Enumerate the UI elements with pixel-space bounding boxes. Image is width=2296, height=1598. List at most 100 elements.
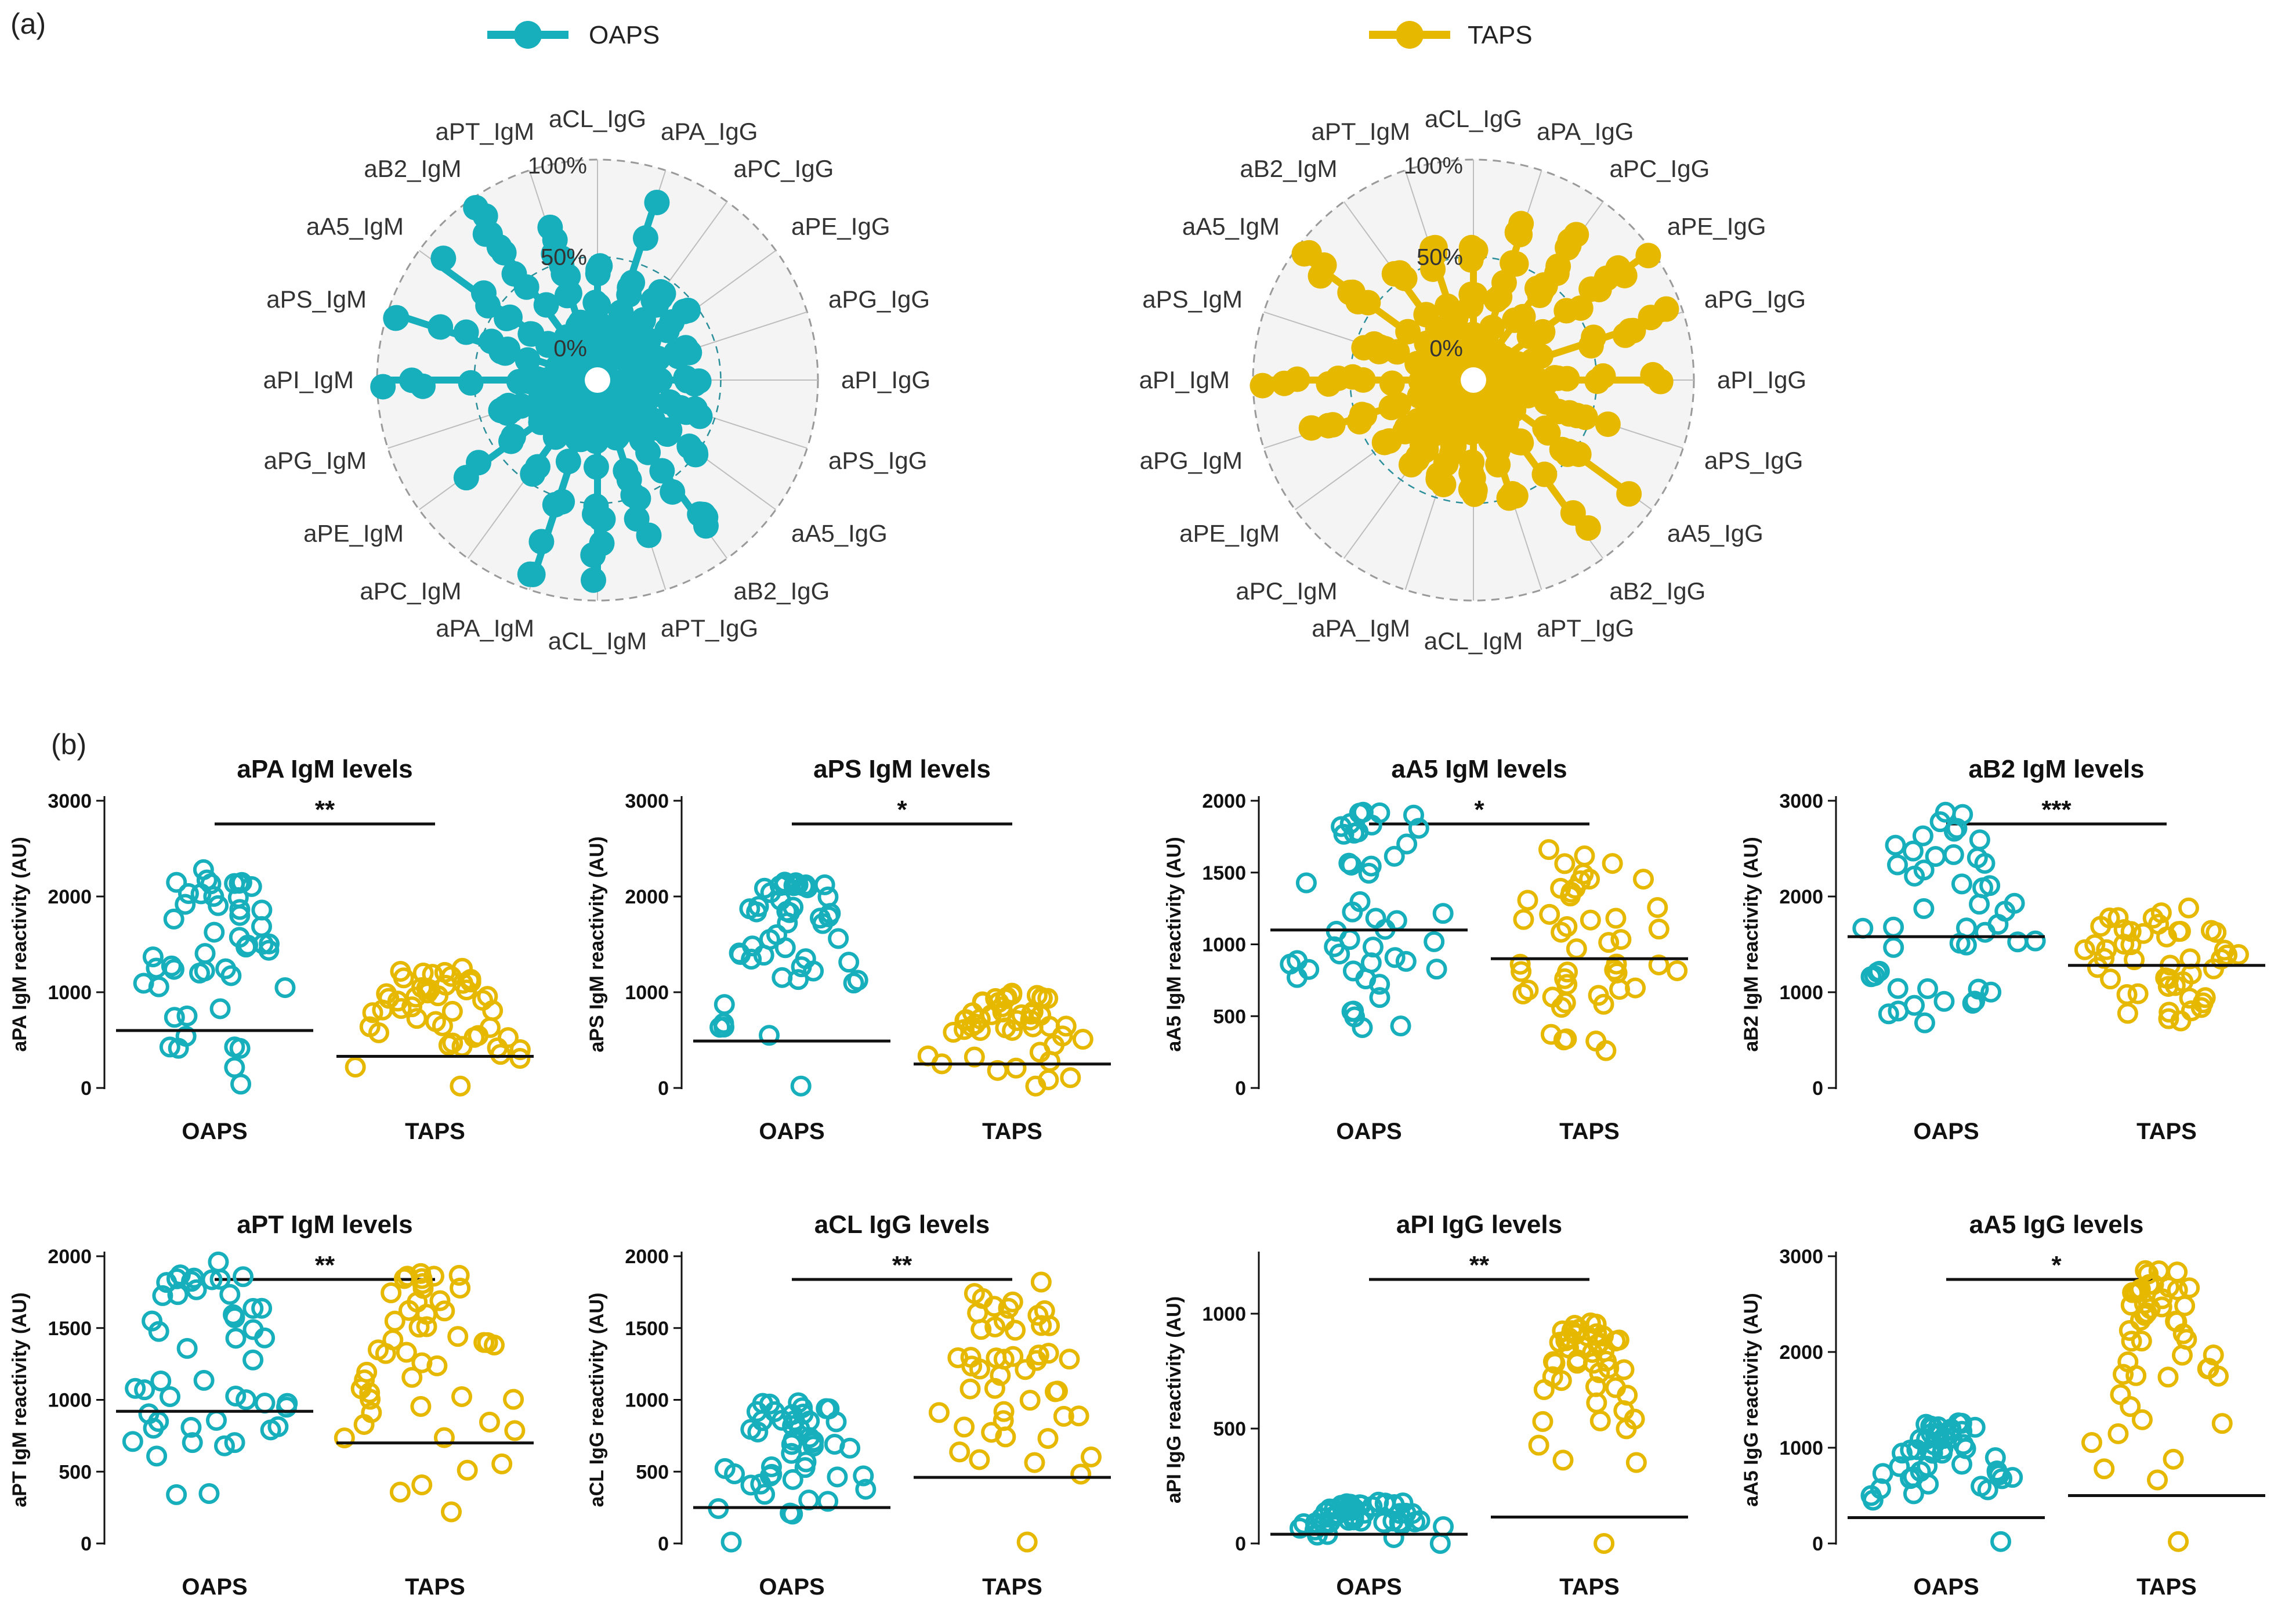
- data-point: [1943, 820, 1965, 842]
- radar-point: [1496, 485, 1522, 511]
- data-point: [2120, 921, 2142, 942]
- radar-axis-label-ab2-igm: aB2_IgM: [364, 155, 461, 182]
- data-point: [1647, 897, 1668, 919]
- data-point: [1424, 931, 1445, 952]
- scatter-y-axis-label: aA5 IgM reactivity (AU): [1163, 837, 1185, 1051]
- radar-point: [1320, 412, 1346, 438]
- significance-stars: **: [892, 1251, 912, 1279]
- data-point: [1625, 1452, 1647, 1473]
- data-point: [441, 1501, 462, 1523]
- data-point: [1349, 802, 1370, 824]
- data-point: [224, 1432, 245, 1454]
- scatter-x-label-taps: TAPS: [405, 1574, 465, 1598]
- data-point: [792, 1397, 813, 1419]
- data-point: [828, 928, 849, 949]
- data-point: [1566, 938, 1587, 960]
- data-point: [1020, 1003, 1042, 1025]
- radar-point: [1563, 222, 1589, 248]
- data-point: [463, 1026, 485, 1048]
- data-point: [353, 1413, 375, 1435]
- data-point: [2192, 992, 2214, 1014]
- radar-axis-label-aps-igm: aPS_IgM: [1142, 285, 1243, 313]
- data-point: [1632, 869, 1654, 890]
- data-point: [509, 1048, 531, 1069]
- radar-point: [1575, 515, 1601, 541]
- data-point: [1986, 1462, 2008, 1483]
- radar-ring-label: 50%: [541, 245, 587, 270]
- data-point: [2117, 1003, 2138, 1024]
- data-point: [752, 1410, 773, 1431]
- radar-axis-label-aps-igm: aPS_IgM: [266, 285, 367, 313]
- data-point: [1900, 1439, 1921, 1460]
- data-point: [1511, 961, 1532, 982]
- data-point: [472, 989, 494, 1011]
- data-point: [242, 1349, 264, 1371]
- data-point: [1570, 870, 1591, 891]
- radar-axis-label-apt-igm: aPT_IgM: [1312, 118, 1410, 145]
- data-point: [164, 1007, 185, 1028]
- legend-oaps: OAPS: [487, 21, 660, 49]
- radar-point: [520, 461, 546, 487]
- data-point: [2094, 1458, 2115, 1480]
- scatter-y-tick-label: 1000: [1779, 982, 1823, 1004]
- radar-point: [654, 317, 680, 344]
- radar-chart-oaps: 0% 50% 100% aCL_IgG aPA_IgG aPC_IgG aPE_IgG aPG…: [263, 105, 931, 655]
- data-point: [447, 1326, 469, 1347]
- data-point: [198, 1483, 220, 1504]
- data-point: [1648, 954, 1670, 975]
- data-point: [2158, 1277, 2179, 1298]
- radar-point: [683, 442, 709, 468]
- radar-axis-label-ab2-igg: aB2_IgG: [734, 577, 830, 605]
- data-point: [1913, 898, 1935, 919]
- data-point: [2147, 1469, 2168, 1491]
- scatter-x-label-oaps: OAPS: [1336, 1119, 1401, 1144]
- scatter-y-axis-label: aPS IgM reactivity (AU): [586, 836, 608, 1052]
- radar-point: [687, 403, 713, 429]
- data-point: [1369, 802, 1390, 823]
- radar-axis-label-apc-igm: aPC_IgM: [360, 577, 461, 605]
- data-point: [434, 961, 455, 983]
- data-point: [190, 883, 212, 905]
- data-point: [416, 1316, 437, 1337]
- scatter-points-taps: [2074, 897, 2249, 1032]
- data-point: [1369, 987, 1390, 1008]
- data-point: [2090, 916, 2112, 937]
- radar-point: [1503, 251, 1529, 277]
- radar-point: [528, 529, 555, 555]
- data-point: [134, 1379, 155, 1401]
- scatter-y-tick-label: 500: [1213, 1418, 1246, 1440]
- scatter-x-label-oaps: OAPS: [182, 1574, 247, 1598]
- data-point: [2121, 1331, 2142, 1352]
- radar-ring-label: 100%: [528, 153, 587, 179]
- radar-axis-label-apa-igg: aPA_IgG: [1537, 118, 1634, 145]
- scatter-x-label-oaps: OAPS: [1913, 1574, 1979, 1598]
- data-point: [2107, 1423, 2129, 1444]
- scatter-y-tick-label: 2000: [1779, 886, 1823, 908]
- data-point: [1384, 947, 1406, 968]
- radar-axis-label-aps-igg: aPS_IgG: [1704, 447, 1803, 474]
- radar-point: [649, 458, 675, 484]
- scatter-y-tick-label: 1000: [1202, 1303, 1246, 1325]
- data-point: [2157, 975, 2179, 997]
- radar-point: [1298, 415, 1324, 441]
- data-point: [1586, 1323, 1607, 1344]
- data-point: [1560, 885, 1581, 907]
- radar-point: [632, 225, 658, 251]
- panel-b-label: (b): [51, 728, 86, 761]
- scatter-y-tick-label: 500: [636, 1461, 669, 1483]
- data-point: [163, 908, 184, 930]
- data-point: [451, 1386, 473, 1407]
- radar-axis-label-apc-igg: aPC_IgG: [734, 155, 834, 182]
- radar-point: [517, 368, 544, 395]
- data-point: [1902, 840, 1924, 862]
- data-point: [790, 1075, 812, 1097]
- data-point: [1538, 839, 1559, 861]
- data-point: [2113, 1364, 2134, 1385]
- data-point: [984, 1316, 1006, 1337]
- radar-point: [693, 513, 719, 539]
- scatter-y-tick-label: 0: [1235, 1078, 1246, 1100]
- scatter-y-tick-label: 1000: [625, 1390, 669, 1412]
- data-point: [812, 913, 834, 934]
- data-point: [411, 1474, 433, 1496]
- radar-point: [1635, 243, 1661, 269]
